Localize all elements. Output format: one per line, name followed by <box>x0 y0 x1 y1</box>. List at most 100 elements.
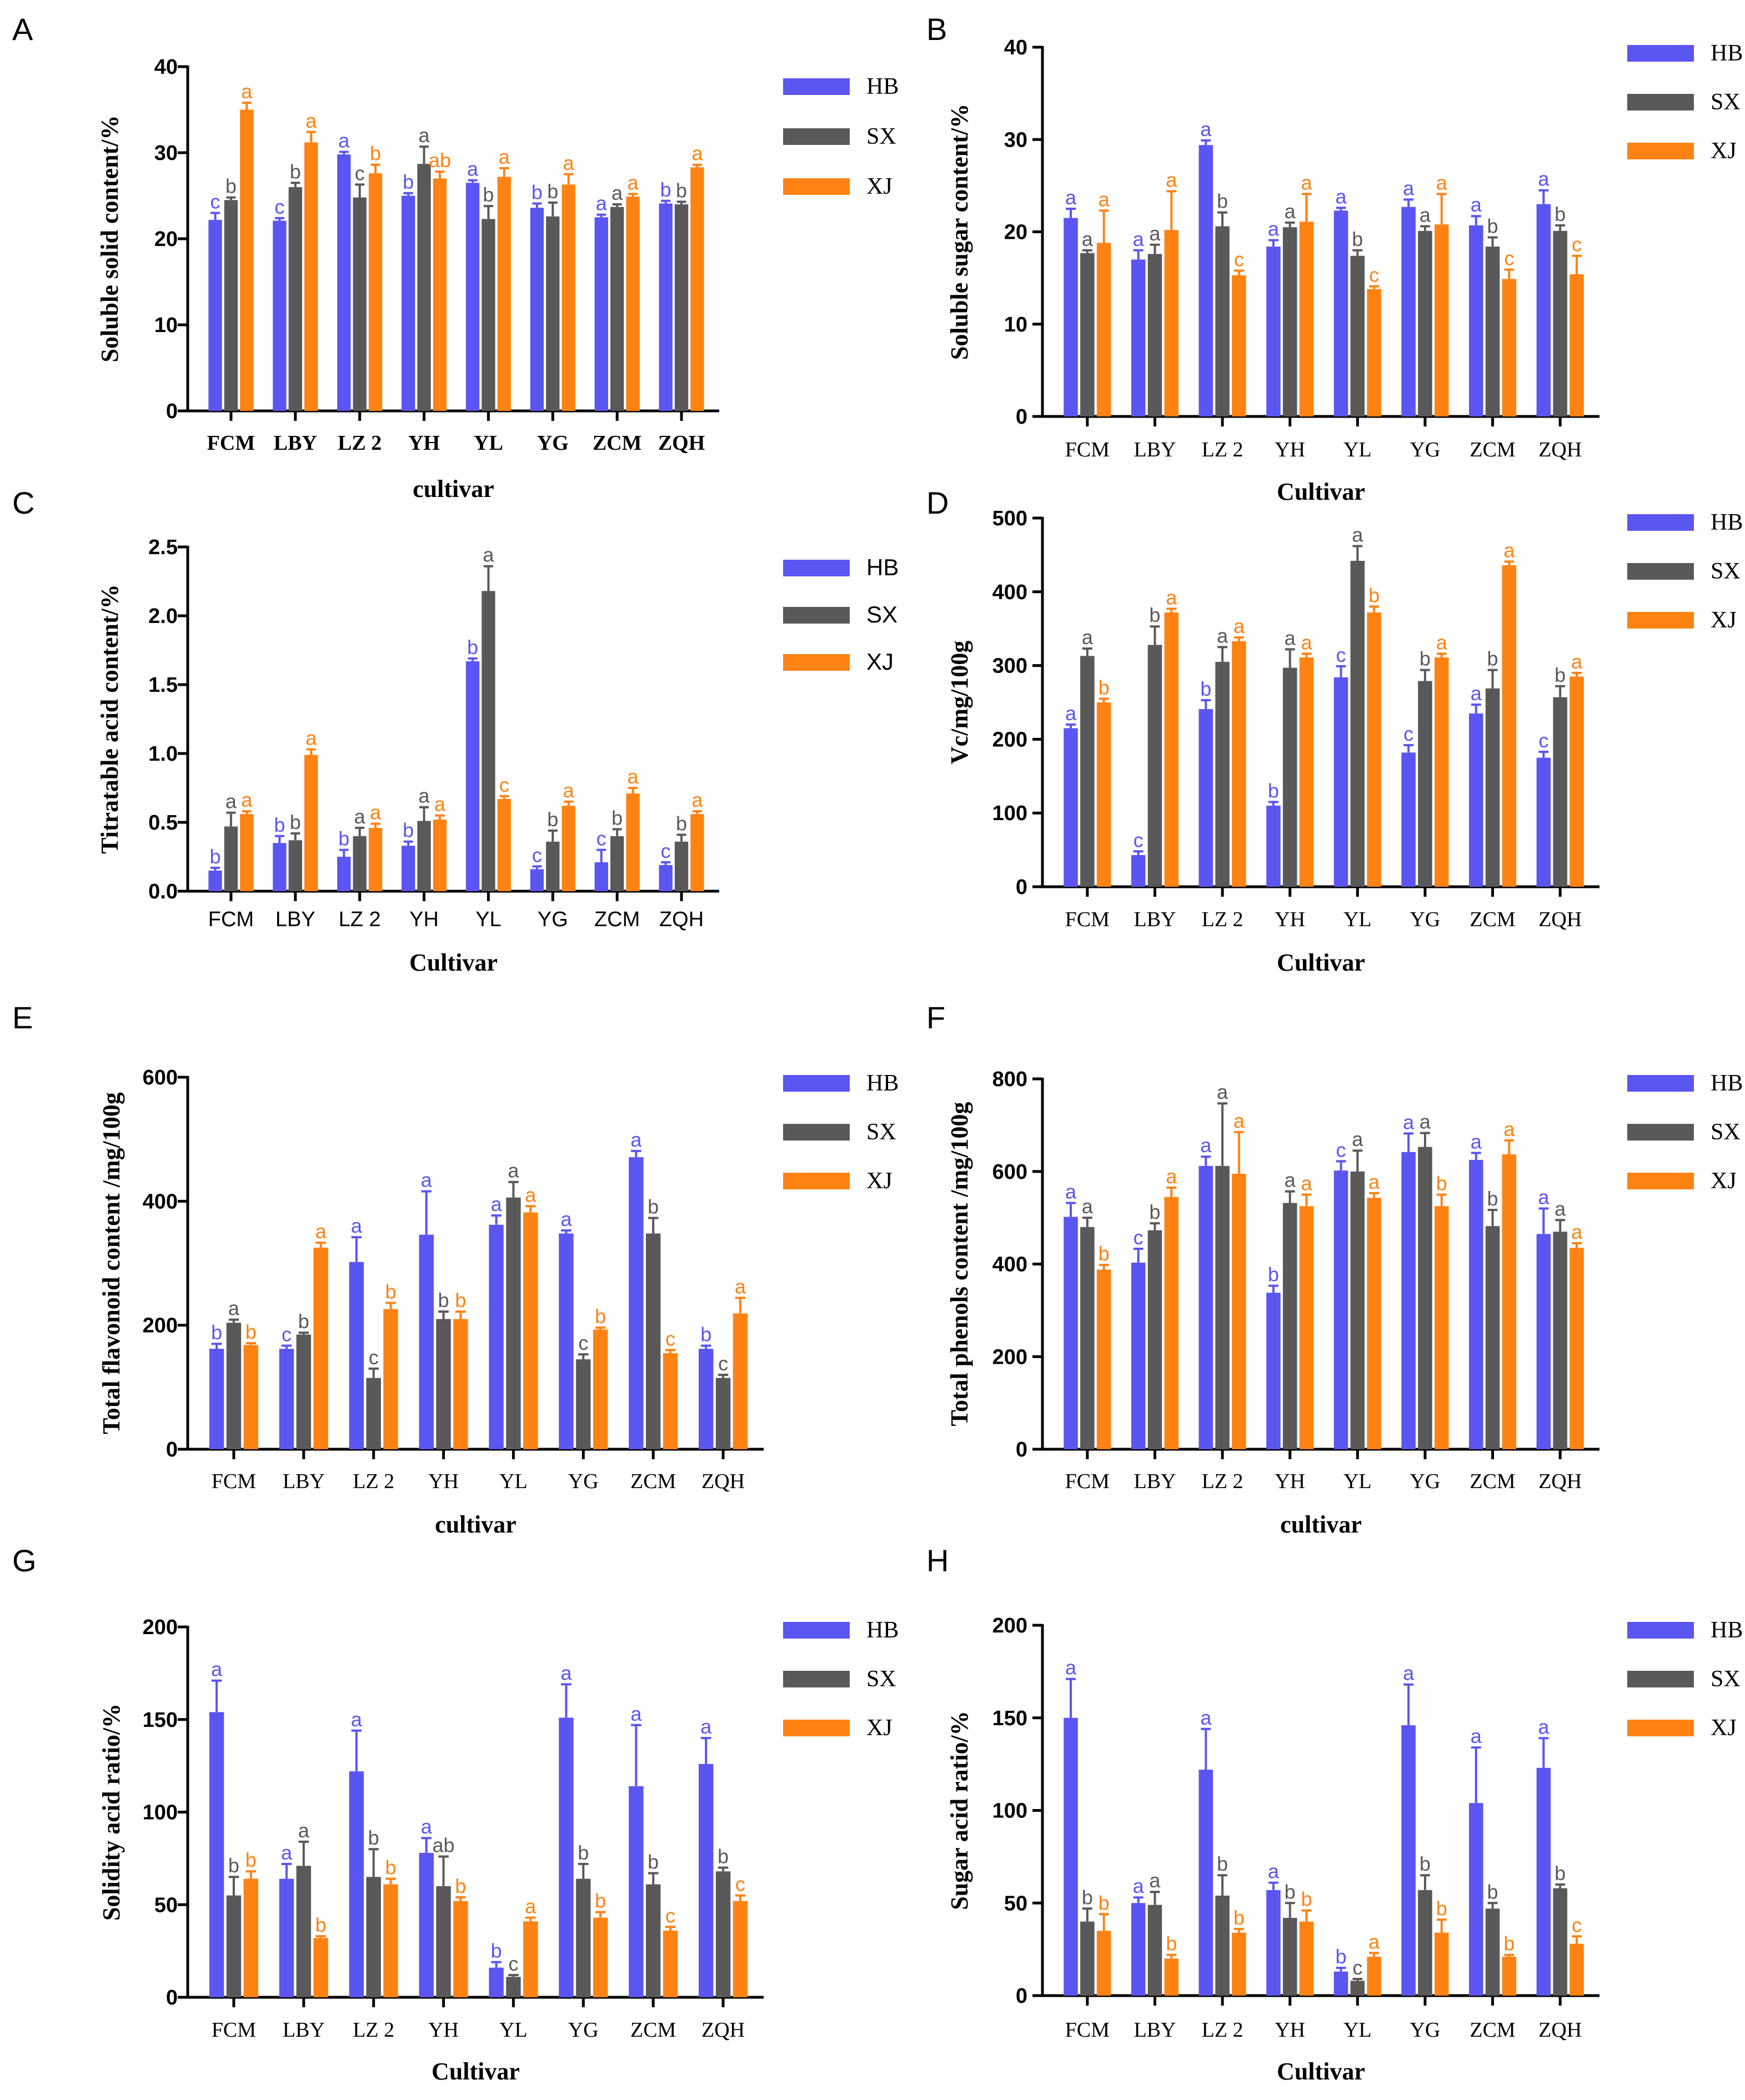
bar-hb <box>1199 709 1214 887</box>
y-tick-label: 10 <box>154 314 178 337</box>
significance-label: b <box>676 812 687 835</box>
significance-label: c <box>499 773 509 796</box>
bar-sx <box>1418 1890 1432 1996</box>
bar-sx <box>576 1359 591 1449</box>
y-axis-title: Total phenols content /mg/100g <box>946 1102 973 1426</box>
significance-label: a <box>1065 702 1077 725</box>
significance-label: b <box>595 1890 606 1912</box>
bar-hb <box>489 1967 504 1997</box>
panel-letter: E <box>12 1000 33 1035</box>
legend-swatch-hb <box>783 560 850 576</box>
significance-label: a <box>1301 631 1312 654</box>
bar-xj <box>1299 1206 1314 1449</box>
bar-hb <box>465 183 480 411</box>
significance-label: a <box>1538 168 1550 190</box>
significance-label: c <box>1572 1913 1582 1936</box>
bar-hb <box>594 217 608 411</box>
x-tick-label: YH <box>409 908 439 931</box>
legend-swatch-xj <box>783 1720 850 1736</box>
significance-label: b <box>1233 1906 1245 1929</box>
significance-label: b <box>274 813 285 836</box>
bar-hb <box>1536 204 1551 416</box>
significance-label: b <box>1555 1862 1566 1885</box>
bar-hb <box>1536 1767 1551 1996</box>
x-tick-label: LZ 2 <box>1202 2018 1243 2042</box>
bar-xj <box>1434 224 1449 416</box>
bar-hb <box>629 1786 644 1997</box>
legend-swatch-sx <box>1627 1671 1694 1687</box>
bar-hb <box>349 1771 364 1997</box>
significance-label: b <box>1487 214 1498 237</box>
bar-hb <box>209 1349 224 1449</box>
bar-hb <box>1199 1165 1214 1449</box>
significance-label: a <box>1285 200 1296 223</box>
significance-label: a <box>1571 650 1583 673</box>
y-tick-label: 500 <box>992 507 1027 530</box>
y-tick-label: 0.5 <box>148 811 178 835</box>
bar-hb <box>1064 1217 1078 1449</box>
y-tick-label: 2.5 <box>148 536 178 559</box>
legend-swatch-sx <box>783 1671 850 1687</box>
significance-label: b <box>1503 1932 1515 1955</box>
significance-label: a <box>467 158 479 180</box>
significance-label: a <box>628 765 639 788</box>
significance-label: a <box>700 1715 712 1738</box>
significance-label: a <box>1285 626 1296 649</box>
significance-label: b <box>547 808 558 831</box>
bar-xj <box>1232 1173 1246 1449</box>
y-tick-label: 20 <box>1004 221 1027 244</box>
significance-label: c <box>508 1952 518 1975</box>
x-tick-label: YL <box>474 431 503 455</box>
significance-label: b <box>225 175 237 198</box>
bar-sx <box>417 821 431 891</box>
legend-swatch-hb <box>1627 1622 1694 1639</box>
significance-label: b <box>483 183 494 206</box>
significance-label: c <box>1572 233 1582 256</box>
legend-label-sx: SX <box>1711 89 1741 115</box>
significance-label: a <box>499 145 510 168</box>
panel-letter: A <box>12 12 33 47</box>
panel-letter: H <box>926 1543 949 1578</box>
significance-label: c <box>1538 729 1548 752</box>
significance-label: a <box>1352 1128 1363 1151</box>
bar-hb <box>699 1764 714 1997</box>
bar-sx <box>436 1319 451 1449</box>
significance-label: b <box>211 1321 222 1344</box>
significance-label: a <box>434 793 446 816</box>
y-tick-label: 0 <box>1016 405 1027 429</box>
bar-xj <box>1232 1932 1246 1996</box>
y-tick-label: 200 <box>992 1345 1027 1369</box>
bar-hb <box>1131 1262 1146 1449</box>
x-tick-label: LZ 2 <box>353 1470 394 1493</box>
x-tick-label: ZCM <box>1470 1470 1515 1493</box>
bar-sx <box>1215 1165 1230 1449</box>
bar-xj <box>304 755 318 891</box>
significance-label: a <box>1149 222 1161 245</box>
bar-hb <box>659 203 673 411</box>
significance-label: a <box>1268 1860 1280 1883</box>
significance-label: b <box>1099 1891 1110 1914</box>
legend-swatch-sx <box>1627 1124 1694 1141</box>
bar-hb <box>1468 1803 1483 1996</box>
bar-xj <box>561 806 575 891</box>
y-tick-label: 100 <box>143 1801 178 1825</box>
legend-label-xj: XJ <box>866 649 894 675</box>
significance-label: a <box>508 1159 519 1182</box>
significance-label: b <box>368 1826 379 1849</box>
x-axis-title: Cultivar <box>1277 949 1365 976</box>
significance-label: b <box>228 1854 239 1877</box>
significance-label: a <box>1403 1662 1415 1685</box>
legend-label-hb: HB <box>1711 1071 1743 1096</box>
bar-xj <box>1367 289 1381 416</box>
y-tick-label: 1.0 <box>148 742 178 766</box>
bar-hb <box>1401 207 1416 416</box>
x-tick-label: YH <box>1275 908 1305 931</box>
bar-sx <box>1350 1171 1365 1449</box>
legend-swatch-xj <box>1627 1173 1694 1189</box>
significance-label: b <box>1268 1263 1279 1286</box>
legend-label-xj: XJ <box>866 174 892 199</box>
x-tick-label: YL <box>475 908 501 931</box>
y-tick-label: 100 <box>992 802 1027 825</box>
significance-label: b <box>298 1310 309 1333</box>
significance-label: a <box>211 1658 223 1681</box>
